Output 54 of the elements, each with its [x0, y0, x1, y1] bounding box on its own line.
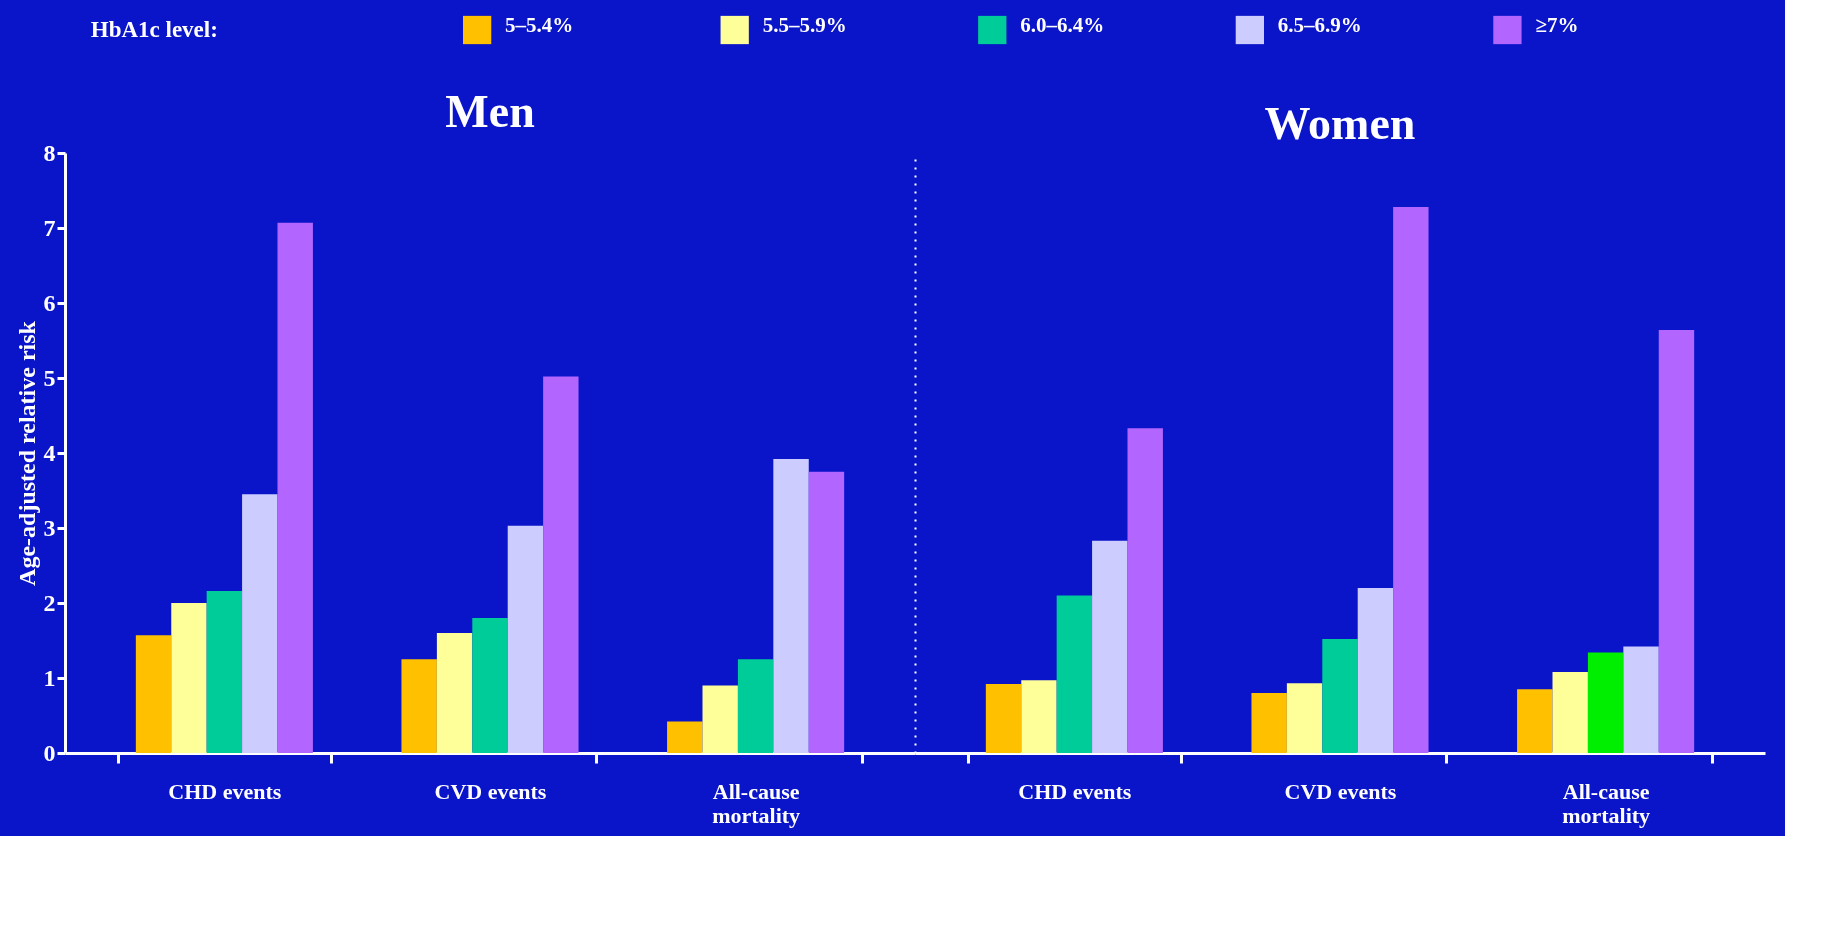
x-tick-label: All-cause mortality: [1562, 778, 1651, 828]
bar: [1517, 689, 1553, 753]
legend-label: 6.5–6.9%: [1277, 13, 1362, 37]
bar: [808, 471, 845, 753]
y-tick-label: 3: [43, 514, 56, 541]
y-tick-label: 7: [43, 214, 56, 241]
bar: [171, 603, 207, 753]
legend-label: 6.0–6.4%: [1020, 13, 1105, 37]
x-tick-label: CHD events: [1018, 778, 1132, 804]
x-tick-label: CHD events: [168, 778, 282, 804]
bar: [737, 659, 774, 753]
bar: [985, 684, 1022, 753]
bar: [242, 494, 278, 753]
bar: [436, 633, 473, 753]
y-axis-title: Age-adjusted relative risk: [13, 320, 40, 586]
y-tick-label: 8: [43, 139, 56, 166]
bar: [1056, 595, 1093, 753]
y-tick-label: 4: [43, 439, 56, 466]
bar: [1552, 672, 1588, 753]
bar: [401, 659, 437, 753]
y-tick-label: 6: [43, 289, 56, 316]
bar: [507, 525, 544, 753]
chart-title: Men: [445, 86, 535, 137]
bar: [1587, 652, 1624, 753]
bar: [1021, 680, 1057, 753]
bar: [1286, 683, 1323, 753]
bar: [773, 459, 809, 753]
bar: [1623, 646, 1659, 753]
bar: [1357, 588, 1394, 753]
y-tick-label: 0: [43, 739, 56, 766]
bar: [472, 618, 508, 753]
bar: [543, 376, 579, 753]
bar: [667, 721, 703, 753]
chart-title: Women: [1264, 98, 1416, 149]
bar: [206, 591, 243, 753]
y-tick-label: 5: [43, 364, 56, 391]
x-tick-label: CVD events: [434, 778, 547, 804]
bar: [1322, 639, 1358, 753]
bar: [702, 685, 738, 753]
bar: [1393, 207, 1429, 753]
legend-label: ≥7%: [1535, 13, 1579, 37]
bar: [1251, 693, 1287, 753]
legend-title: HbA1c level:: [90, 17, 218, 42]
bar: [277, 222, 313, 753]
bar: [1127, 428, 1163, 753]
x-tick-label: CVD events: [1284, 778, 1397, 804]
bar: [1092, 540, 1128, 753]
bar: [135, 635, 172, 753]
y-tick-label: 2: [43, 589, 56, 616]
y-tick-label: 1: [43, 664, 56, 691]
x-tick-label: All-cause mortality: [712, 778, 801, 828]
legend-label: 5–5.4%: [505, 13, 574, 37]
bar: [1658, 330, 1695, 753]
legend-label: 5.5–5.9%: [762, 13, 847, 37]
